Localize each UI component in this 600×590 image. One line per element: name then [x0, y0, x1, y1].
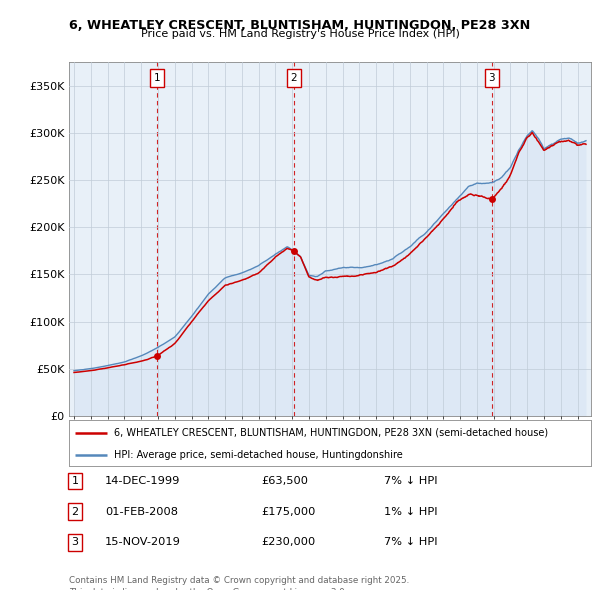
Text: 7% ↓ HPI: 7% ↓ HPI [384, 537, 437, 547]
Text: 6, WHEATLEY CRESCENT, BLUNTISHAM, HUNTINGDON, PE28 3XN (semi-detached house): 6, WHEATLEY CRESCENT, BLUNTISHAM, HUNTIN… [115, 428, 548, 438]
Text: 14-DEC-1999: 14-DEC-1999 [105, 476, 181, 486]
Text: 7% ↓ HPI: 7% ↓ HPI [384, 476, 437, 486]
Text: 01-FEB-2008: 01-FEB-2008 [105, 507, 178, 516]
Text: Contains HM Land Registry data © Crown copyright and database right 2025.
This d: Contains HM Land Registry data © Crown c… [69, 576, 409, 590]
Text: 1: 1 [154, 73, 161, 83]
Text: 3: 3 [488, 73, 495, 83]
Text: Price paid vs. HM Land Registry's House Price Index (HPI): Price paid vs. HM Land Registry's House … [140, 29, 460, 39]
Text: 6, WHEATLEY CRESCENT, BLUNTISHAM, HUNTINGDON, PE28 3XN: 6, WHEATLEY CRESCENT, BLUNTISHAM, HUNTIN… [70, 19, 530, 32]
Text: 1% ↓ HPI: 1% ↓ HPI [384, 507, 437, 516]
Text: £230,000: £230,000 [261, 537, 315, 547]
Text: £175,000: £175,000 [261, 507, 316, 516]
Text: HPI: Average price, semi-detached house, Huntingdonshire: HPI: Average price, semi-detached house,… [115, 450, 403, 460]
Text: 15-NOV-2019: 15-NOV-2019 [105, 537, 181, 547]
Text: 1: 1 [71, 476, 79, 486]
Text: £63,500: £63,500 [261, 476, 308, 486]
Text: 3: 3 [71, 537, 79, 547]
Text: 2: 2 [290, 73, 297, 83]
Text: 2: 2 [71, 507, 79, 516]
